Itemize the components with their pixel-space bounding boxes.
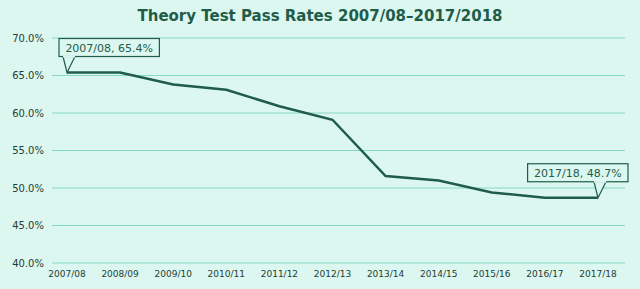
svg-text:2014/15: 2014/15 [420, 269, 457, 279]
svg-text:40.0%: 40.0% [12, 258, 44, 269]
svg-text:2008/09: 2008/09 [101, 269, 139, 279]
svg-text:65.0%: 65.0% [12, 70, 44, 81]
svg-text:2015/16: 2015/16 [473, 269, 511, 279]
html-text:Theory Test Pass Rates 2007/08: Theory Test Pass Rates 2007/08–2017/2018 [137, 7, 503, 25]
svg-text:55.0%: 55.0% [12, 145, 44, 156]
svg-text:2010/11: 2010/11 [208, 269, 245, 279]
svg-text:2009/10: 2009/10 [155, 269, 193, 279]
svg-text:2007/08: 2007/08 [48, 269, 86, 279]
svg-text:50.0%: 50.0% [12, 183, 44, 194]
svg-text:2007/08, 65.4%: 2007/08, 65.4% [65, 42, 153, 55]
svg-text:60.0%: 60.0% [12, 108, 44, 119]
svg-text:2013/14: 2013/14 [367, 269, 405, 279]
svg-text:2017/18, 48.7%: 2017/18, 48.7% [534, 167, 622, 180]
svg-text:45.0%: 45.0% [12, 220, 44, 231]
svg-text:2011/12: 2011/12 [261, 269, 298, 279]
svg-text:70.0%: 70.0% [12, 33, 44, 44]
svg-text:2012/13: 2012/13 [314, 269, 351, 279]
svg-text:2016/17: 2016/17 [526, 269, 563, 279]
svg-text:2017/18: 2017/18 [579, 269, 617, 279]
